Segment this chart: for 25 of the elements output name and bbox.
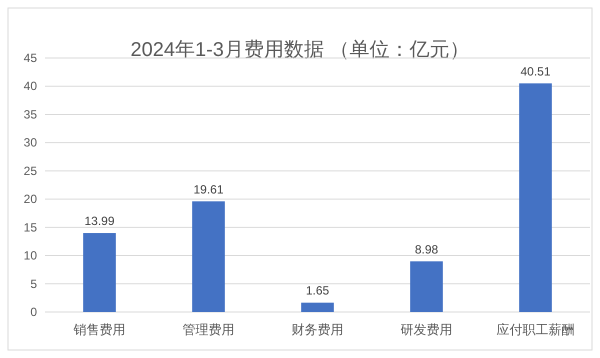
bar: [192, 201, 225, 312]
y-tick-label: 20: [24, 192, 38, 206]
y-tick-label: 45: [24, 51, 38, 65]
y-tick-label: 0: [30, 305, 38, 319]
x-tick-label: 销售费用: [72, 322, 126, 337]
y-tick-label: 40: [24, 79, 38, 94]
y-tick-label: 35: [24, 107, 38, 122]
y-tick-label: 5: [30, 276, 38, 291]
y-tick-label: 25: [24, 164, 38, 178]
bar: [301, 302, 334, 312]
bar: [519, 83, 552, 312]
y-tick-label: 15: [24, 220, 38, 234]
data-label: 1.65: [306, 284, 330, 298]
bar: [410, 261, 443, 312]
x-tick-label: 应付职工薪酬: [496, 322, 574, 337]
data-label: 13.99: [84, 214, 115, 228]
y-tick-label: 10: [24, 248, 38, 263]
x-tick-label: 研发费用: [400, 322, 452, 337]
bar: [83, 233, 116, 312]
y-tick-label: 30: [24, 136, 38, 150]
data-label: 8.98: [414, 242, 438, 256]
x-tick-label: 管理费用: [182, 322, 234, 337]
data-label: 40.51: [520, 64, 551, 78]
x-tick-label: 财务费用: [292, 322, 344, 337]
data-label: 19.61: [193, 182, 224, 196]
